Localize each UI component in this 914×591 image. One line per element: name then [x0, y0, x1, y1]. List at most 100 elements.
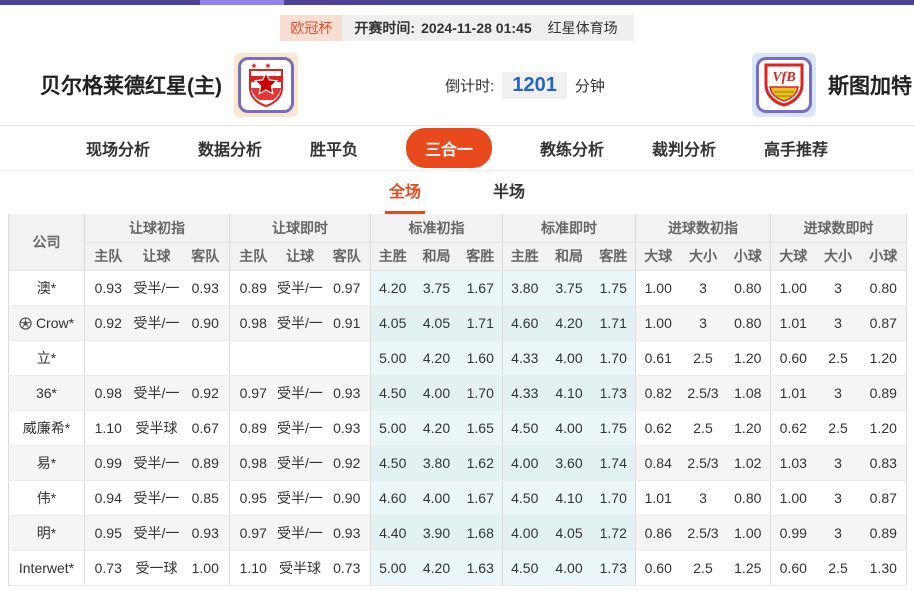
- odds-cell: 1.20: [725, 340, 771, 376]
- sub-header-4-2: 小球: [725, 242, 771, 271]
- odds-cell: 0.89: [860, 515, 908, 551]
- table-row: 立* 5.00 4.20 1.60 4.33 4.00 1.70 0.61 2.5 1.20 0.6…: [8, 340, 908, 376]
- nav-tab-5[interactable]: 裁判分析: [652, 142, 717, 159]
- odds-cell: 1.63: [458, 550, 503, 586]
- odds-cell: 0.89: [181, 445, 230, 481]
- odds-cell: 0.93: [181, 515, 230, 551]
- odds-cell: 4.05: [414, 305, 459, 341]
- odds-cell: [323, 340, 371, 376]
- odds-cell: 1.10: [229, 550, 277, 586]
- odds-cell: 1.60: [458, 340, 503, 376]
- sub-header-4-1: 大小: [680, 242, 726, 271]
- odds-cell: 4.00: [502, 515, 547, 551]
- odds-cell: 0.62: [770, 410, 816, 446]
- away-team: VfB 斯图加特: [752, 53, 912, 117]
- nav-tab-2[interactable]: 胜平负: [309, 142, 358, 159]
- odds-cell: 0.82: [635, 375, 681, 411]
- company-name: 易*: [36, 454, 57, 471]
- nav-tab-6[interactable]: 高手推荐: [764, 142, 829, 159]
- odds-cell: 3.80: [414, 445, 459, 481]
- odds-cell: 3.80: [502, 270, 547, 306]
- odds-cell: 0.93: [84, 270, 132, 306]
- countdown-unit: 分钟: [574, 77, 605, 95]
- odds-cell: 1.01: [635, 480, 681, 516]
- odds-cell: 3.75: [546, 270, 592, 306]
- company-name: 伟*: [36, 489, 57, 506]
- odds-cell: 受一球: [131, 550, 182, 586]
- company-name: 威廉希*: [22, 419, 71, 436]
- company-name: 澳*: [36, 279, 57, 296]
- top-scrollbar-thumb[interactable]: [200, 0, 284, 5]
- odds-table: 公司 让球初指 让球即时 标准初指 标准即时 进球数初指 进球数即时 主队 让球 客队 主队 让球 客队…: [8, 214, 908, 586]
- table-row: 威廉希* 1.10 受半球 0.67 0.89 受半/一 0.93 5.00 4.20 1.65 4…: [8, 410, 908, 446]
- odds-cell: 3: [815, 515, 861, 551]
- odds-cell: 2.5: [680, 410, 726, 446]
- odds-cell: 1.00: [635, 270, 681, 306]
- odds-cell: [276, 340, 324, 376]
- group-header-0: 让球初指: [84, 214, 230, 243]
- odds-cell: 0.80: [860, 270, 908, 306]
- odds-cell: 0.98: [84, 375, 132, 411]
- odds-cell: 4.50: [370, 375, 415, 411]
- odds-cell: 0.84: [635, 445, 681, 481]
- odds-cell: 1.01: [770, 305, 816, 341]
- nav-tab-4[interactable]: 教练分析: [540, 142, 605, 159]
- odds-cell: 0.99: [770, 515, 816, 551]
- odds-cell: 5.00: [370, 340, 415, 376]
- company-cell: 易*: [8, 445, 85, 481]
- odds-cell: 0.93: [323, 515, 371, 551]
- odds-cell: 受半/一: [276, 515, 324, 551]
- venue-label: 红星体育场: [547, 20, 618, 36]
- kickoff-time: 2024-11-28 01:45: [421, 20, 532, 36]
- odds-cell: 1.67: [458, 480, 503, 516]
- odds-cell: 4.40: [370, 515, 415, 551]
- company-name: Interwet*: [18, 559, 75, 576]
- red-star-crest-icon: [249, 63, 283, 107]
- odds-cell: 3: [815, 270, 861, 306]
- odds-cell: 0.80: [725, 480, 771, 516]
- odds-cell: 3: [680, 305, 726, 341]
- odds-cell: 0.94: [84, 480, 132, 516]
- nav-tab-0[interactable]: 现场分析: [85, 142, 150, 159]
- odds-cell: 2.5: [815, 340, 861, 376]
- subtab-0[interactable]: 全场: [384, 168, 425, 214]
- sub-header-5-0: 大球: [770, 242, 816, 271]
- subtab-1[interactable]: 半场: [493, 184, 526, 201]
- odds-cell: 2.5: [680, 340, 726, 376]
- odds-cell: 0.85: [181, 480, 230, 516]
- odds-cell: 1.00: [770, 480, 816, 516]
- odds-cell: 1.10: [84, 410, 132, 446]
- odds-cell: 3: [815, 480, 861, 516]
- nav-tab-3[interactable]: 三合一: [405, 128, 492, 168]
- odds-cell: 4.05: [546, 515, 592, 551]
- odds-cell: 4.00: [502, 445, 547, 481]
- group-header-3: 标准即时: [502, 214, 636, 243]
- odds-cell: 0.80: [725, 305, 771, 341]
- col-header-company: 公司: [8, 214, 85, 271]
- odds-cell: 4.20: [546, 305, 592, 341]
- odds-cell: 4.10: [546, 480, 592, 516]
- odds-cell: 1.75: [591, 270, 636, 306]
- odds-cell: 3: [815, 375, 861, 411]
- odds-cell: 受半/一: [276, 480, 324, 516]
- sub-header-4-0: 大球: [635, 242, 681, 271]
- odds-cell: 受半/一: [131, 480, 182, 516]
- sub-header-3-1: 和局: [546, 242, 592, 271]
- top-scrollbar-track: [0, 0, 914, 5]
- odds-cell: 2.5: [680, 550, 726, 586]
- table-row: 澳* 0.93 受半/一 0.93 0.89 受半/一 0.97 4.20 3.75 1.67 3.…: [8, 270, 908, 306]
- odds-cell: 受半/一: [131, 375, 182, 411]
- odds-cell: 2.5/3: [680, 445, 726, 481]
- odds-cell: 4.50: [370, 445, 415, 481]
- sub-header-2-1: 和局: [414, 242, 459, 271]
- odds-cell: 1.71: [591, 305, 636, 341]
- nav-tab-1[interactable]: 数据分析: [197, 142, 262, 159]
- sub-header-2-2: 客胜: [458, 242, 503, 271]
- table-row: 易* 0.99 受半/一 0.89 0.98 受半/一 0.92 4.50 3.80 1.62 4.…: [8, 445, 908, 481]
- odds-cell: 3.75: [414, 270, 459, 306]
- period-subtabs: 全场 半场: [0, 170, 914, 214]
- soccer-ball-icon: [19, 316, 32, 330]
- odds-cell: 0.89: [860, 375, 908, 411]
- odds-cell: 0.97: [229, 515, 277, 551]
